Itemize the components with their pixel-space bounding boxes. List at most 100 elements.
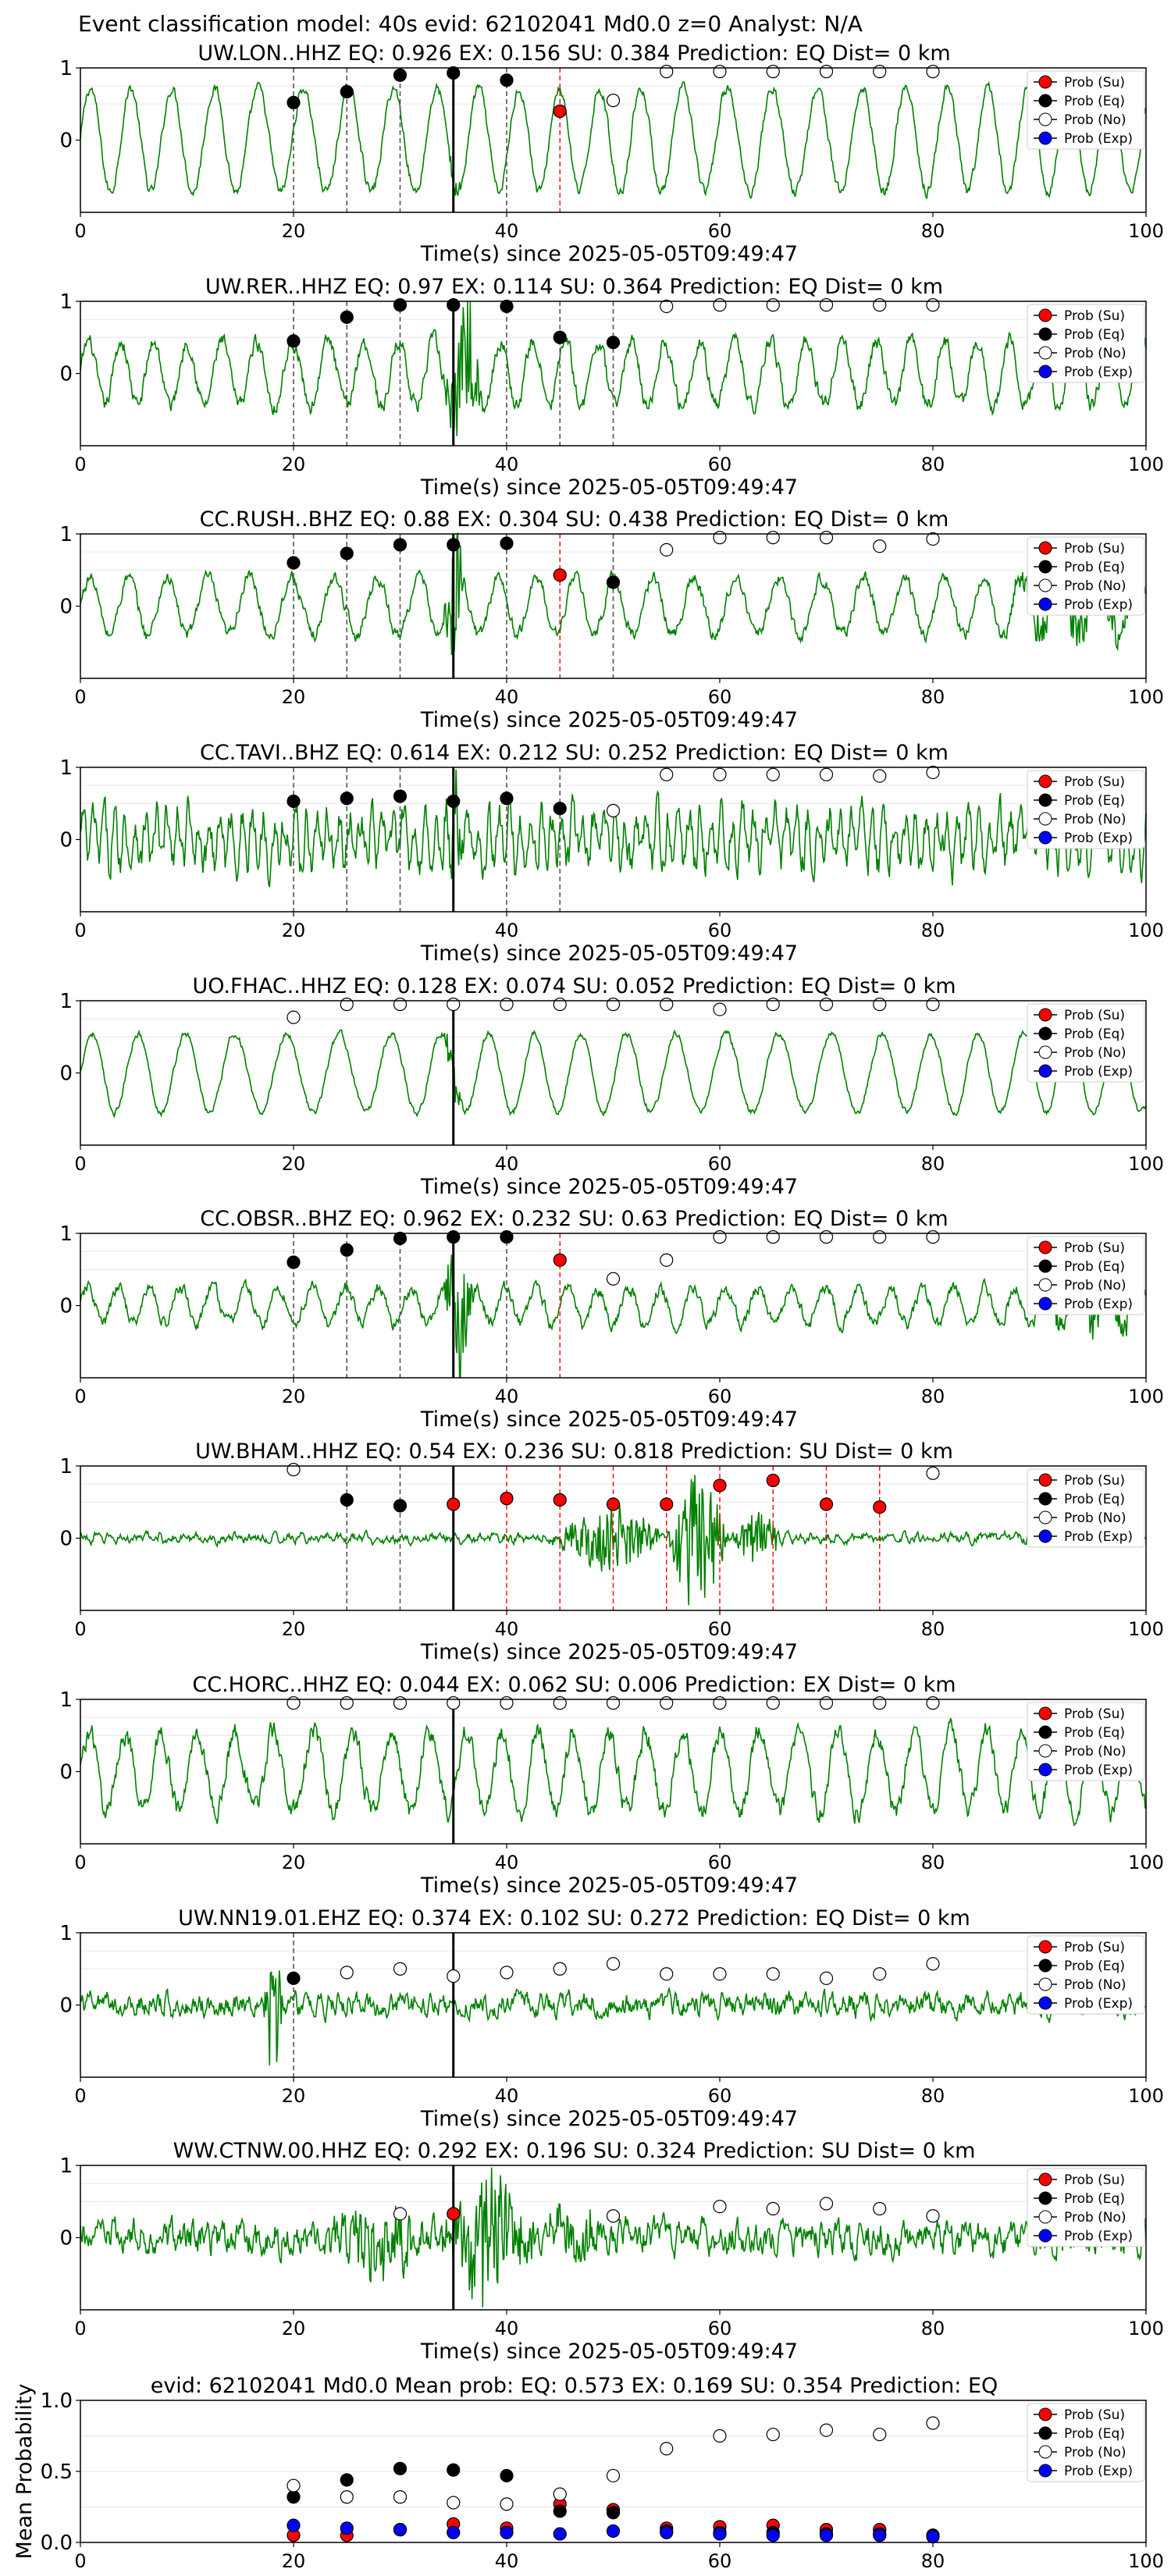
prob-point-no [713, 298, 727, 312]
x-axis-label: Time(s) since 2025-05-05T09:49:47 [420, 1175, 798, 1199]
prob-point-no [766, 1696, 780, 1710]
y-tick-label: 1 [59, 1455, 73, 1478]
mean-point-eq [553, 2504, 567, 2518]
prob-point-su [553, 568, 567, 582]
legend-label: Prob (Eq) [1064, 1492, 1125, 1507]
prob-point-su [606, 1497, 621, 1511]
x-tick-label: 0 [74, 220, 86, 242]
legend-marker-eq [1038, 2191, 1052, 2205]
x-tick-label: 20 [282, 920, 306, 941]
legend-marker-exp [1038, 831, 1052, 845]
prob-point-no [766, 65, 780, 79]
prob-point-no [447, 998, 461, 1012]
legend-marker-exp [1038, 1996, 1052, 2010]
legend-label: Prob (No) [1064, 2445, 1127, 2460]
legend-box [1027, 1236, 1145, 1315]
mean-point-no [926, 2416, 940, 2430]
mean-probability-panel: 1.0 0.5 0.00 20 40 60 80 100 evid: 62102041 Md0.… [12, 2374, 1164, 2572]
legend: Prob (Su) Prob (Eq) Prob (No) Prob (Exp) [1027, 1468, 1145, 1548]
prob-point-no [926, 765, 940, 780]
legend-marker-eq [1038, 793, 1052, 807]
legend-label: Prob (Exp) [1064, 365, 1133, 380]
panel-title: CC.HORC..HHZ EQ: 0.044 EX: 0.062 SU: 0.0… [192, 1673, 956, 1697]
prob-point-no [926, 2209, 940, 2223]
panel-title: CC.OBSR..BHZ EQ: 0.962 EX: 0.232 SU: 0.6… [200, 1207, 948, 1231]
prob-point-no [660, 299, 674, 314]
prob-point-no [287, 1463, 301, 1477]
x-tick-label: 80 [921, 920, 945, 941]
prob-point-no [713, 1696, 727, 1710]
prob-point-no [606, 94, 621, 108]
legend-marker-no [1038, 112, 1052, 126]
prob-point-no [766, 1967, 780, 1981]
prob-point-no [819, 298, 834, 312]
prob-point-su [500, 1492, 514, 1506]
prob-point-eq [606, 575, 621, 589]
x-tick-label: 60 [708, 2318, 732, 2339]
prob-point-su [660, 1497, 674, 1511]
prob-point-no [500, 998, 514, 1012]
prob-point-no [819, 998, 834, 1012]
prob-point-no [660, 543, 674, 557]
prob-point-eq [393, 789, 408, 803]
prob-point-no [660, 1696, 674, 1710]
mean-point-no [340, 2490, 354, 2504]
x-axis-label: Time(s) since 2025-05-05T09:49:47 [420, 708, 798, 732]
legend-marker-exp [1038, 1297, 1052, 1311]
mean-point-no [393, 2490, 408, 2504]
x-axis-label: Time(s) since 2025-05-05T09:49:47 [420, 941, 798, 966]
prob-point-no [393, 2207, 408, 2221]
legend-label: Prob (Su) [1064, 1706, 1125, 1722]
legend-marker-no [1038, 2445, 1052, 2459]
x-tick-label: 40 [495, 2085, 519, 2107]
legend-label: Prob (Exp) [1064, 1297, 1133, 1312]
legend-label: Prob (Eq) [1064, 327, 1125, 343]
x-tick-label: 0 [74, 454, 86, 475]
x-tick-label: 100 [1128, 220, 1164, 242]
mean-point-no [713, 2428, 727, 2443]
prob-point-no [713, 1967, 727, 1981]
waveform-trace [80, 1970, 1147, 2065]
x-tick-label: 60 [708, 686, 732, 708]
waveform-trace [80, 81, 1147, 200]
x-tick-label: 60 [708, 1618, 732, 1640]
x-tick-label: 80 [921, 2550, 945, 2572]
prob-point-su [553, 1253, 567, 1267]
prob-point-no [926, 65, 940, 79]
x-tick-label: 20 [282, 2550, 306, 2572]
legend-label: Prob (Eq) [1064, 1259, 1125, 1275]
y-tick-label: 0 [59, 596, 73, 619]
prob-point-su [553, 104, 567, 119]
prob-point-eq [340, 84, 354, 99]
prob-point-no [606, 1957, 621, 1971]
mean-point-no [819, 2423, 834, 2437]
mean-point-no [873, 2428, 887, 2442]
prob-point-no [873, 1696, 887, 1710]
y-tick-label: 1 [59, 1688, 73, 1712]
prob-point-no [713, 65, 727, 79]
legend: Prob (Su) Prob (Eq) Prob (No) Prob (Exp) [1027, 1702, 1145, 1781]
mean-point-exp [926, 2530, 940, 2544]
legend-marker-eq [1038, 1259, 1052, 1273]
mean-point-exp [713, 2527, 727, 2541]
prob-point-no [819, 2197, 834, 2211]
legend-box [1027, 536, 1145, 616]
waveform-trace [80, 1254, 1147, 1379]
mean-point-exp [766, 2528, 780, 2542]
legend-label: Prob (No) [1064, 112, 1127, 128]
y-tick-label: 0 [59, 1528, 73, 1551]
prob-point-no [819, 1696, 834, 1710]
mean-point-no [500, 2497, 514, 2511]
x-tick-label: 80 [921, 1618, 945, 1640]
legend-marker-su [1038, 1473, 1052, 1487]
prob-point-eq [500, 73, 514, 87]
legend-marker-su [1038, 75, 1052, 89]
mean-point-no [606, 2468, 621, 2483]
x-tick-label: 20 [282, 2318, 306, 2339]
waveform-trace [80, 1717, 1147, 1827]
